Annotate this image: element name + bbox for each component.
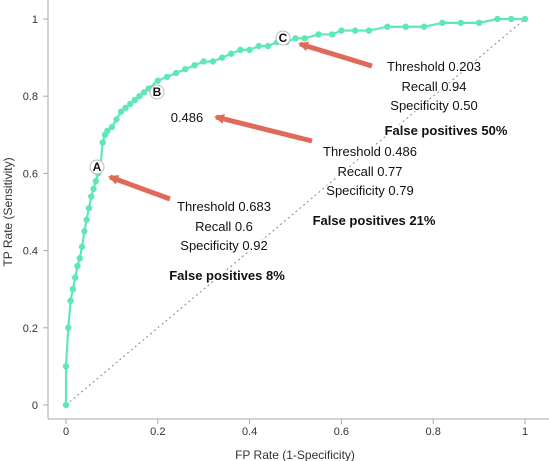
x-axis-label: FP Rate (1-Specificity) bbox=[235, 448, 355, 461]
roc-point bbox=[154, 77, 161, 84]
roc-point bbox=[200, 58, 207, 65]
roc-point bbox=[99, 139, 106, 146]
y-tick-label: 0.8 bbox=[23, 91, 38, 103]
roc-curve-points bbox=[62, 15, 529, 409]
roc-point bbox=[74, 262, 81, 270]
point-marker-c: C bbox=[275, 30, 291, 46]
roc-point bbox=[384, 23, 391, 30]
roc-point bbox=[246, 46, 253, 54]
roc-point bbox=[140, 89, 148, 96]
x-tick-label: 0.6 bbox=[334, 426, 349, 438]
roc-point bbox=[67, 297, 74, 304]
roc-point bbox=[163, 73, 171, 81]
roc-point bbox=[90, 185, 97, 193]
annotation-c: Threshold 0.203 Recall 0.94 Specificity … bbox=[383, 58, 509, 140]
roc-point bbox=[191, 62, 198, 69]
point-marker-a: A bbox=[89, 159, 105, 175]
svg-text:Specificity 0.79: Specificity 0.79 bbox=[326, 183, 413, 198]
roc-point bbox=[81, 228, 88, 235]
arrow-b bbox=[214, 114, 313, 144]
roc-point bbox=[301, 35, 308, 42]
roc-point bbox=[104, 127, 111, 135]
roc-point bbox=[62, 363, 70, 370]
svg-text:B: B bbox=[153, 85, 162, 99]
y-tick-label: 0.2 bbox=[23, 323, 38, 335]
roc-point bbox=[122, 104, 129, 111]
svg-text:Threshold 0.486: Threshold 0.486 bbox=[323, 144, 417, 159]
roc-point bbox=[88, 193, 95, 200]
roc-point bbox=[255, 42, 262, 50]
roc-point bbox=[237, 46, 244, 54]
annotation-b: Threshold 0.486 Recall 0.77 Specificity … bbox=[311, 143, 437, 230]
roc-point bbox=[182, 65, 189, 73]
y-tick-label: 1 bbox=[32, 14, 38, 26]
roc-point bbox=[209, 58, 217, 65]
svg-text:False positives 50%: False positives 50% bbox=[385, 123, 508, 138]
svg-text:A: A bbox=[93, 160, 102, 174]
y-axis-label: TP Rate (Sensitivity) bbox=[1, 157, 15, 266]
roc-point bbox=[218, 54, 226, 61]
svg-text:Threshold 0.683: Threshold 0.683 bbox=[177, 199, 271, 214]
roc-point bbox=[329, 31, 336, 38]
arrow-c bbox=[298, 41, 373, 69]
x-tick-label: 0.8 bbox=[426, 426, 441, 438]
svg-text:Specificity 0.92: Specificity 0.92 bbox=[180, 238, 267, 253]
roc-point bbox=[292, 35, 299, 42]
y-ticks: 0 0.2 0.4 0.6 0.8 1 bbox=[23, 14, 48, 412]
roc-point bbox=[351, 27, 359, 34]
roc-point bbox=[69, 286, 77, 293]
point-marker-b: B bbox=[149, 84, 165, 100]
y-tick-label: 0.4 bbox=[23, 246, 38, 258]
svg-text:Recall 0.6: Recall 0.6 bbox=[195, 219, 253, 234]
roc-point bbox=[76, 255, 83, 262]
roc-point bbox=[228, 50, 235, 57]
svg-text:False positives 8%: False positives 8% bbox=[169, 268, 285, 283]
annotation-a: Threshold 0.683 Recall 0.6 Specificity 0… bbox=[168, 198, 287, 285]
x-tick-label: 0 bbox=[63, 426, 69, 438]
roc-point bbox=[457, 19, 464, 27]
svg-text:False positives 21%: False positives 21% bbox=[313, 213, 436, 228]
x-tick-label: 0.2 bbox=[150, 426, 165, 438]
x-tick-label: 1 bbox=[522, 426, 528, 438]
roc-point bbox=[78, 243, 86, 250]
svg-text:Recall 0.77: Recall 0.77 bbox=[337, 164, 402, 179]
y-tick-label: 0 bbox=[32, 400, 38, 412]
roc-point bbox=[127, 100, 134, 108]
roc-point bbox=[85, 204, 93, 212]
roc-point bbox=[92, 177, 100, 185]
svg-text:Recall 0.94: Recall 0.94 bbox=[401, 79, 466, 94]
random-classifier-diagonal bbox=[65, 18, 526, 406]
roc-point bbox=[315, 31, 322, 38]
floating-threshold-label: 0.486 bbox=[171, 110, 204, 125]
x-tick-label: 0.4 bbox=[242, 426, 257, 438]
roc-point bbox=[264, 42, 272, 50]
roc-point bbox=[172, 69, 180, 77]
roc-point bbox=[136, 93, 143, 100]
roc-point bbox=[108, 123, 116, 131]
roc-point bbox=[475, 19, 483, 27]
roc-point bbox=[402, 23, 409, 30]
roc-point bbox=[439, 19, 446, 27]
roc-point bbox=[508, 15, 515, 23]
roc-point bbox=[338, 27, 345, 34]
roc-point bbox=[113, 116, 120, 123]
arrow-a bbox=[108, 174, 171, 202]
roc-point bbox=[62, 401, 70, 409]
svg-text:Threshold 0.203: Threshold 0.203 bbox=[387, 59, 481, 74]
svg-text:Specificity 0.50: Specificity 0.50 bbox=[390, 98, 477, 113]
roc-point bbox=[71, 274, 79, 281]
roc-point bbox=[65, 324, 72, 331]
roc-point bbox=[494, 15, 501, 23]
roc-point bbox=[365, 27, 373, 34]
roc-point bbox=[117, 108, 125, 115]
roc-point bbox=[131, 96, 139, 104]
roc-point bbox=[83, 216, 90, 223]
x-ticks: 0 0.2 0.4 0.6 0.8 1 bbox=[63, 419, 528, 438]
y-tick-label: 0.6 bbox=[23, 168, 38, 180]
roc-point bbox=[420, 23, 428, 30]
roc-point bbox=[521, 15, 529, 23]
svg-text:C: C bbox=[279, 31, 288, 45]
